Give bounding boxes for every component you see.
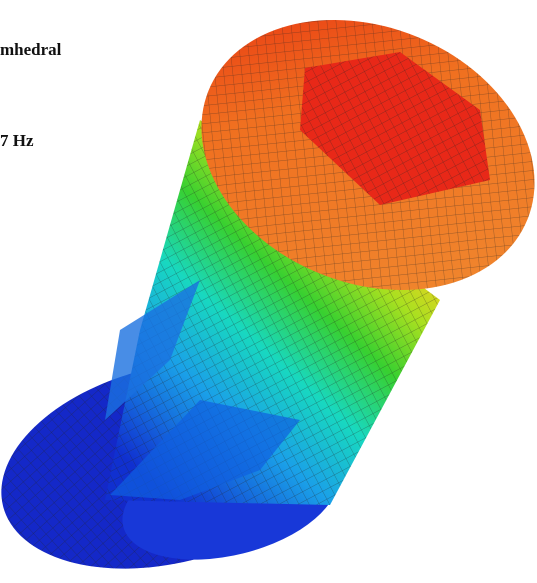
mode-name: mhedral (0, 40, 62, 59)
fea-mode-shape: mhedral 7 Hz (0, 0, 537, 583)
frequency-label: 7 Hz (0, 131, 34, 150)
page: mhedral 7 Hz (0, 0, 537, 583)
